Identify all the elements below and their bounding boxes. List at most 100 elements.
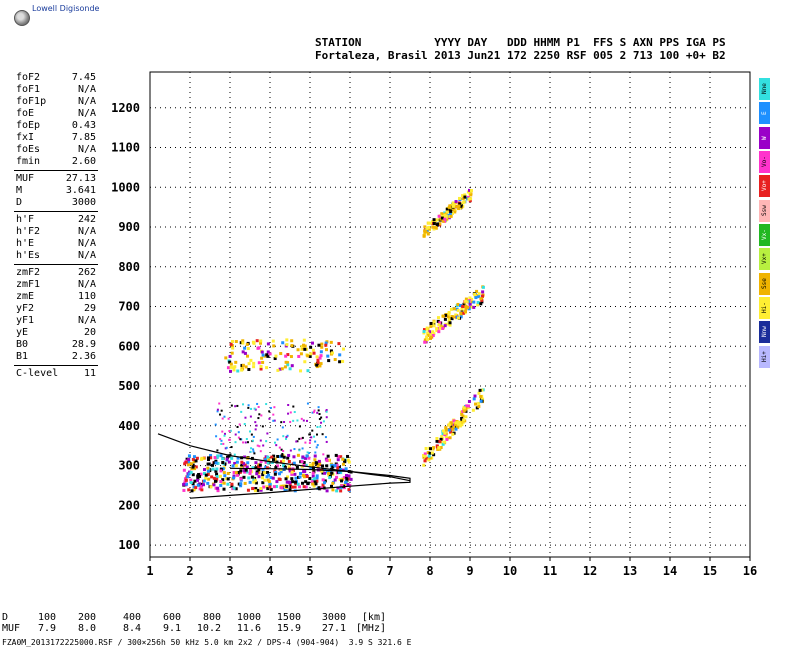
echo-point: [215, 435, 218, 438]
table-cell: 1500: [276, 612, 301, 623]
echo-point: [472, 397, 476, 401]
echo-point: [259, 439, 262, 442]
echo-point: [432, 446, 436, 450]
echo-point: [425, 326, 429, 330]
param-row: zmF1 N/A: [16, 279, 96, 291]
echo-point: [206, 469, 210, 473]
echo-point: [257, 417, 260, 420]
echo-point: [225, 457, 229, 461]
echo-point: [230, 456, 234, 460]
y-tick-label: 600: [118, 339, 140, 353]
echo-point: [293, 480, 297, 484]
echo-point: [312, 411, 315, 414]
echo-point: [210, 475, 214, 479]
echo-point: [481, 285, 485, 289]
echo-point: [213, 479, 217, 483]
echo-point: [239, 341, 243, 345]
legend-label: E: [761, 111, 768, 116]
param-row: fmin 2.60: [16, 156, 96, 168]
echo-point: [219, 454, 223, 458]
echo-point: [444, 212, 448, 216]
echo-point: [456, 308, 460, 312]
echo-point: [209, 456, 213, 460]
echo-point: [200, 484, 204, 488]
param-value: N/A: [77, 279, 96, 290]
echo-point: [265, 470, 269, 474]
echo-point: [246, 488, 250, 492]
legend-item: Vx+: [759, 248, 770, 271]
echo-point: [304, 456, 308, 460]
echo-point: [289, 420, 292, 423]
echo-point: [450, 315, 454, 319]
echo-point: [342, 476, 346, 480]
echo-point: [285, 480, 289, 484]
echo-point: [218, 402, 221, 405]
legend-label: Sse: [761, 278, 768, 290]
echo-point: [303, 344, 307, 348]
echo-point: [429, 324, 433, 328]
echo-point: [335, 463, 339, 467]
echo-point: [187, 488, 191, 492]
echo-point: [439, 217, 443, 221]
echo-point: [252, 448, 255, 451]
echo-point: [436, 326, 440, 330]
echo-point: [432, 320, 436, 324]
echo-point: [448, 436, 452, 440]
param-row: h'E N/A: [16, 238, 96, 250]
y-tick-label: 200: [118, 498, 140, 512]
echo-point: [233, 453, 236, 456]
echo-point: [439, 437, 443, 441]
echo-point: [445, 207, 449, 211]
echo-point: [189, 478, 193, 482]
echo-point: [428, 456, 432, 460]
echo-point: [429, 221, 433, 225]
echo-point: [334, 453, 338, 457]
echo-point: [428, 451, 432, 455]
echo-point: [221, 457, 225, 461]
echo-point: [244, 468, 248, 472]
echo-point: [190, 489, 194, 493]
echo-point: [309, 352, 313, 356]
echo-point: [246, 441, 249, 444]
echo-point: [474, 402, 478, 406]
y-tick-label: 1000: [111, 180, 140, 194]
echo-point: [182, 468, 186, 472]
echo-point: [247, 362, 251, 366]
echo-point: [324, 436, 327, 439]
param-row: h'F 242: [16, 214, 96, 226]
echo-point: [305, 475, 309, 479]
echo-point: [467, 307, 471, 311]
echo-point: [193, 479, 197, 483]
echo-point: [480, 294, 484, 298]
echo-point: [265, 440, 268, 443]
echo-point: [289, 411, 292, 414]
echo-point: [329, 340, 333, 344]
echo-point: [311, 482, 315, 486]
echo-point: [280, 421, 283, 424]
echo-point: [206, 466, 210, 470]
echo-point: [322, 420, 325, 423]
echo-point: [441, 429, 445, 433]
polarization-legend: Nne E W Vo- Vo+ Ssw Vx- Vx+ Sse Hi- Nnw Hi+: [759, 78, 771, 370]
echo-point: [346, 483, 350, 487]
echo-point: [257, 361, 261, 365]
echo-point: [422, 463, 426, 467]
echo-point: [458, 421, 462, 425]
echo-point: [256, 488, 260, 492]
echo-point: [441, 314, 445, 318]
echo-point: [298, 425, 301, 428]
echo-point: [437, 323, 441, 327]
echo-point: [231, 346, 235, 350]
echo-point: [306, 369, 310, 373]
echo-point: [449, 209, 453, 213]
echo-point: [216, 461, 220, 465]
echo-point: [349, 477, 353, 481]
echo-point: [477, 295, 481, 299]
echo-point: [456, 204, 460, 208]
echo-point: [448, 207, 452, 211]
y-tick-label: 100: [118, 538, 140, 552]
param-name: fmin: [16, 156, 41, 167]
echo-point: [319, 350, 323, 354]
echo-point: [311, 461, 315, 465]
echo-point: [337, 342, 341, 346]
